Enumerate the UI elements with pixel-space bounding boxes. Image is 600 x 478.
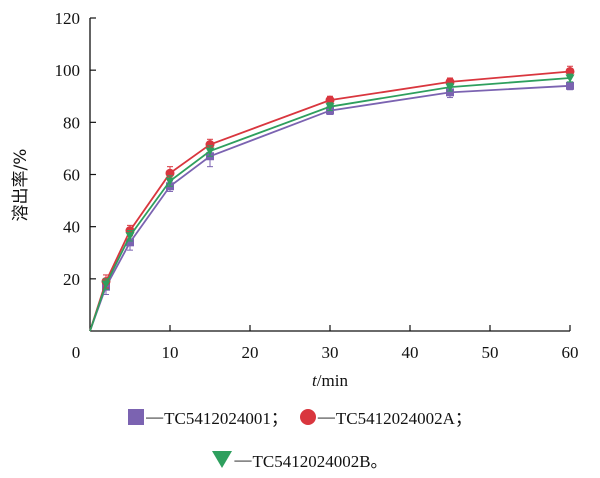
data-point (566, 81, 574, 90)
data-point (165, 177, 175, 186)
series-line (89, 77, 571, 332)
triangle-marker-icon (212, 451, 233, 468)
legend-item-001: — TC5412024001； (128, 404, 288, 429)
data-point (205, 140, 215, 150)
x-axis-label-unit: /min (317, 371, 349, 390)
series-0 (89, 81, 574, 332)
legend-row-1: — TC5412024001； — TC5412024002A； (0, 404, 600, 429)
y-tick-label: 120 (55, 9, 81, 28)
x-tick-label: 40 (402, 343, 419, 362)
data-point (446, 88, 454, 97)
legend-dash: — (146, 406, 164, 426)
x-tick-label: 0 (72, 343, 81, 362)
axes: 20 40 60 80 100 120 0 10 20 30 40 50 60 (55, 9, 579, 362)
circle-marker-icon (299, 408, 316, 425)
y-axis-label: 溶出率/% (11, 149, 31, 222)
data-point (445, 83, 455, 92)
series-layer (89, 65, 575, 332)
x-axis-label-var: t (312, 371, 318, 390)
x-tick-label: 50 (482, 343, 499, 362)
series-line (89, 70, 571, 332)
series-2 (89, 73, 575, 332)
legend-label: TC5412024002A； (335, 409, 472, 428)
legend-item-002a: — TC5412024002A； (299, 404, 472, 429)
legend-dash: — (234, 449, 252, 469)
data-point (325, 103, 335, 112)
x-tick-label: 60 (562, 343, 579, 362)
legend-dash: — (317, 406, 335, 426)
legend-item-002b: — TC5412024002B。 (212, 447, 388, 472)
y-tick-label: 40 (63, 218, 80, 237)
legend-label: TC5412024001； (164, 409, 288, 428)
legend-label: TC5412024002B。 (252, 452, 388, 471)
x-tick-label: 10 (162, 343, 179, 362)
data-point (125, 232, 135, 241)
data-point (101, 280, 111, 289)
x-axis-label: t/min (312, 371, 348, 390)
x-tick-label: 30 (322, 343, 339, 362)
y-tick-label: 20 (63, 270, 80, 289)
data-point (126, 238, 134, 247)
data-point (205, 147, 215, 156)
y-tick-label: 100 (55, 61, 81, 80)
y-tick-label: 80 (63, 113, 80, 132)
legend-row-2: — TC5412024002B。 (0, 447, 600, 472)
y-tick-label: 60 (63, 166, 80, 185)
x-tick-label: 20 (242, 343, 259, 362)
data-point (565, 74, 575, 83)
series-line (89, 84, 571, 332)
square-marker-icon (128, 408, 145, 425)
